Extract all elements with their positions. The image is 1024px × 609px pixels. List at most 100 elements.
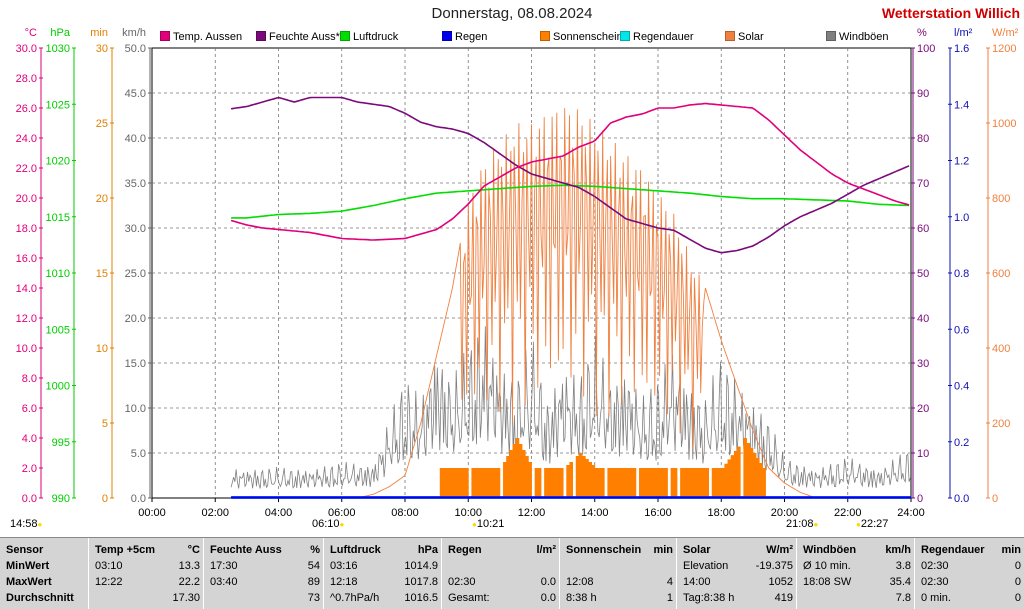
pct-tick-label: 30 (917, 358, 929, 370)
sonnenschein-bar (588, 462, 592, 498)
stats-unit: min (653, 544, 673, 556)
lm2-tick-label: 0.4 (954, 381, 969, 393)
stats-row: 8:38 h 1 (566, 592, 673, 607)
hpa-tick-label: 1020 (46, 156, 70, 168)
sonnenschein-bar (607, 468, 611, 498)
kmh-tick-label: 10.0 (125, 403, 146, 415)
stats-row: 73 (210, 592, 320, 607)
stats-row: 12:22 22.2 (95, 576, 200, 591)
sonnenschein-bar (695, 468, 700, 498)
temp-tick-label: 4.0 (22, 433, 37, 445)
time-tick-label: 14:00 (581, 507, 609, 519)
stats-row: Gesamt: 0.0 (448, 592, 556, 607)
time-tick-label: 10:00 (454, 507, 482, 519)
sonnenschein-bar (714, 468, 719, 498)
pct-tick-label: 0 (917, 493, 923, 505)
sonnenschein-bar (582, 456, 586, 498)
stats-avg-label: Durchschnitt (6, 592, 74, 604)
sonnenschein-bar (686, 468, 691, 498)
sonnenschein-bar (553, 468, 558, 498)
stats-value: 22.2 (178, 576, 200, 588)
sonnenschein-bar (575, 456, 580, 498)
sonnenschein-bar (525, 456, 529, 498)
temp-tick-label: 24.0 (16, 133, 37, 145)
temp-tick-label: 28.0 (16, 73, 37, 85)
legend-swatch (620, 31, 630, 41)
stats-time: Tag:8:38 h (683, 592, 735, 604)
sonnenschein-bar (594, 468, 599, 498)
min-axis-unit: min (90, 27, 108, 39)
sonnenschein-bar (496, 468, 501, 498)
sonnenschein-bar (721, 468, 725, 498)
stats-row: 17:30 54 (210, 560, 320, 575)
legend-swatch (826, 31, 836, 41)
stats-value: 54 (307, 560, 320, 572)
sonnenschein-bar (465, 468, 469, 498)
pct-axis-unit: % (917, 27, 927, 39)
stats-time: 03:16 (330, 560, 358, 572)
sun-marker-icon: ● (856, 520, 861, 529)
weather-chart: °C 30.0 28.0 26.0 24.0 22.0 20.0 18.0 16.0 14.0 12… (16, 27, 1019, 519)
sonnenschein-bar (493, 468, 498, 498)
legend-swatch (340, 31, 350, 41)
kmh-tick-label: 45.0 (125, 88, 146, 100)
time-tick-label: 08:00 (391, 507, 419, 519)
pct-tick-label: 100 (917, 43, 935, 55)
sonnenschein-bar (518, 444, 523, 498)
sonnenschein-bar (664, 468, 668, 498)
temp-tick-label: 22.0 (16, 163, 37, 175)
time-tick-label: 06:00 (328, 507, 356, 519)
pct-tick-label: 90 (917, 88, 929, 100)
stats-sensor-header: Sensor (6, 544, 44, 556)
legend-label: Regendauer (633, 31, 694, 43)
stats-value: 1014.9 (404, 560, 438, 572)
sonnenschein-bar (759, 463, 763, 498)
legend-item: Regen (442, 31, 487, 43)
time-tick-label: 04:00 (265, 507, 293, 519)
hpa-tick-label: 1025 (46, 99, 70, 111)
stats-value: -19.375 (755, 560, 793, 572)
stats-sensor-name: Feuchte Auss (210, 544, 282, 556)
sonnenschein-bar (556, 468, 561, 498)
stats-max-label: MaxWert (6, 576, 52, 588)
sonnenschein-bar (639, 468, 643, 498)
chart-title: Donnerstag, 08.08.2024 (431, 5, 593, 22)
wm2-tick-label: 1200 (992, 43, 1016, 55)
series-sonnenschein (439, 438, 766, 498)
time-tick-label: 12:00 (518, 507, 546, 519)
lm2-tick-label: 0.6 (954, 324, 969, 336)
hpa-tick-label: 1000 (46, 381, 70, 393)
legend-item: Temp. Aussen (160, 31, 242, 43)
sonnenschein-bar (471, 468, 475, 498)
sun-marker-icon: ● (472, 520, 477, 529)
temp-tick-label: 30.0 (16, 43, 37, 55)
legend-swatch (540, 31, 550, 41)
stats-value: 89 (307, 576, 320, 588)
stats-sensor-name: Regendauer (921, 544, 985, 556)
kmh-tick-label: 25.0 (125, 268, 146, 280)
marker-time: ●22:27 (856, 518, 888, 530)
stats-value: 0 (1014, 560, 1021, 572)
series-temperatur (230, 102, 910, 241)
stats-block-header: Windböen km/h (803, 544, 911, 556)
wm2-tick-label: 0 (992, 493, 998, 505)
lm2-tick-label: 0.0 (954, 493, 969, 505)
marker-label: 10:21 (476, 518, 505, 530)
stats-block: Temp +5cm °C 03:10 13.3 12:22 22.2 17.30 (88, 538, 204, 609)
sonnenschein-bar (484, 468, 488, 498)
stats-row: 02:30 0 (921, 576, 1021, 591)
station-name: Wetterstation Willich (881, 5, 1020, 21)
sonnenschein-bar (727, 459, 732, 498)
sonnenschein-bar (559, 468, 564, 498)
sonnenschein-bar (569, 462, 574, 498)
stats-block-header: Feuchte Auss% (210, 544, 320, 556)
sonnenschein-bar (749, 448, 754, 498)
stats-time: 18:08 SW (803, 576, 852, 588)
sonnenschein-bar (692, 468, 697, 498)
stats-row: Tag:8:38 h 419 (683, 592, 793, 607)
sonnenschein-bar (632, 468, 637, 498)
marker-label: 14:58 (10, 518, 38, 530)
stats-label-column: Sensor MinWert MaxWert Durchschnitt (0, 538, 88, 609)
stats-row: 14:00 1052 (683, 576, 793, 591)
legend-swatch (725, 31, 735, 41)
